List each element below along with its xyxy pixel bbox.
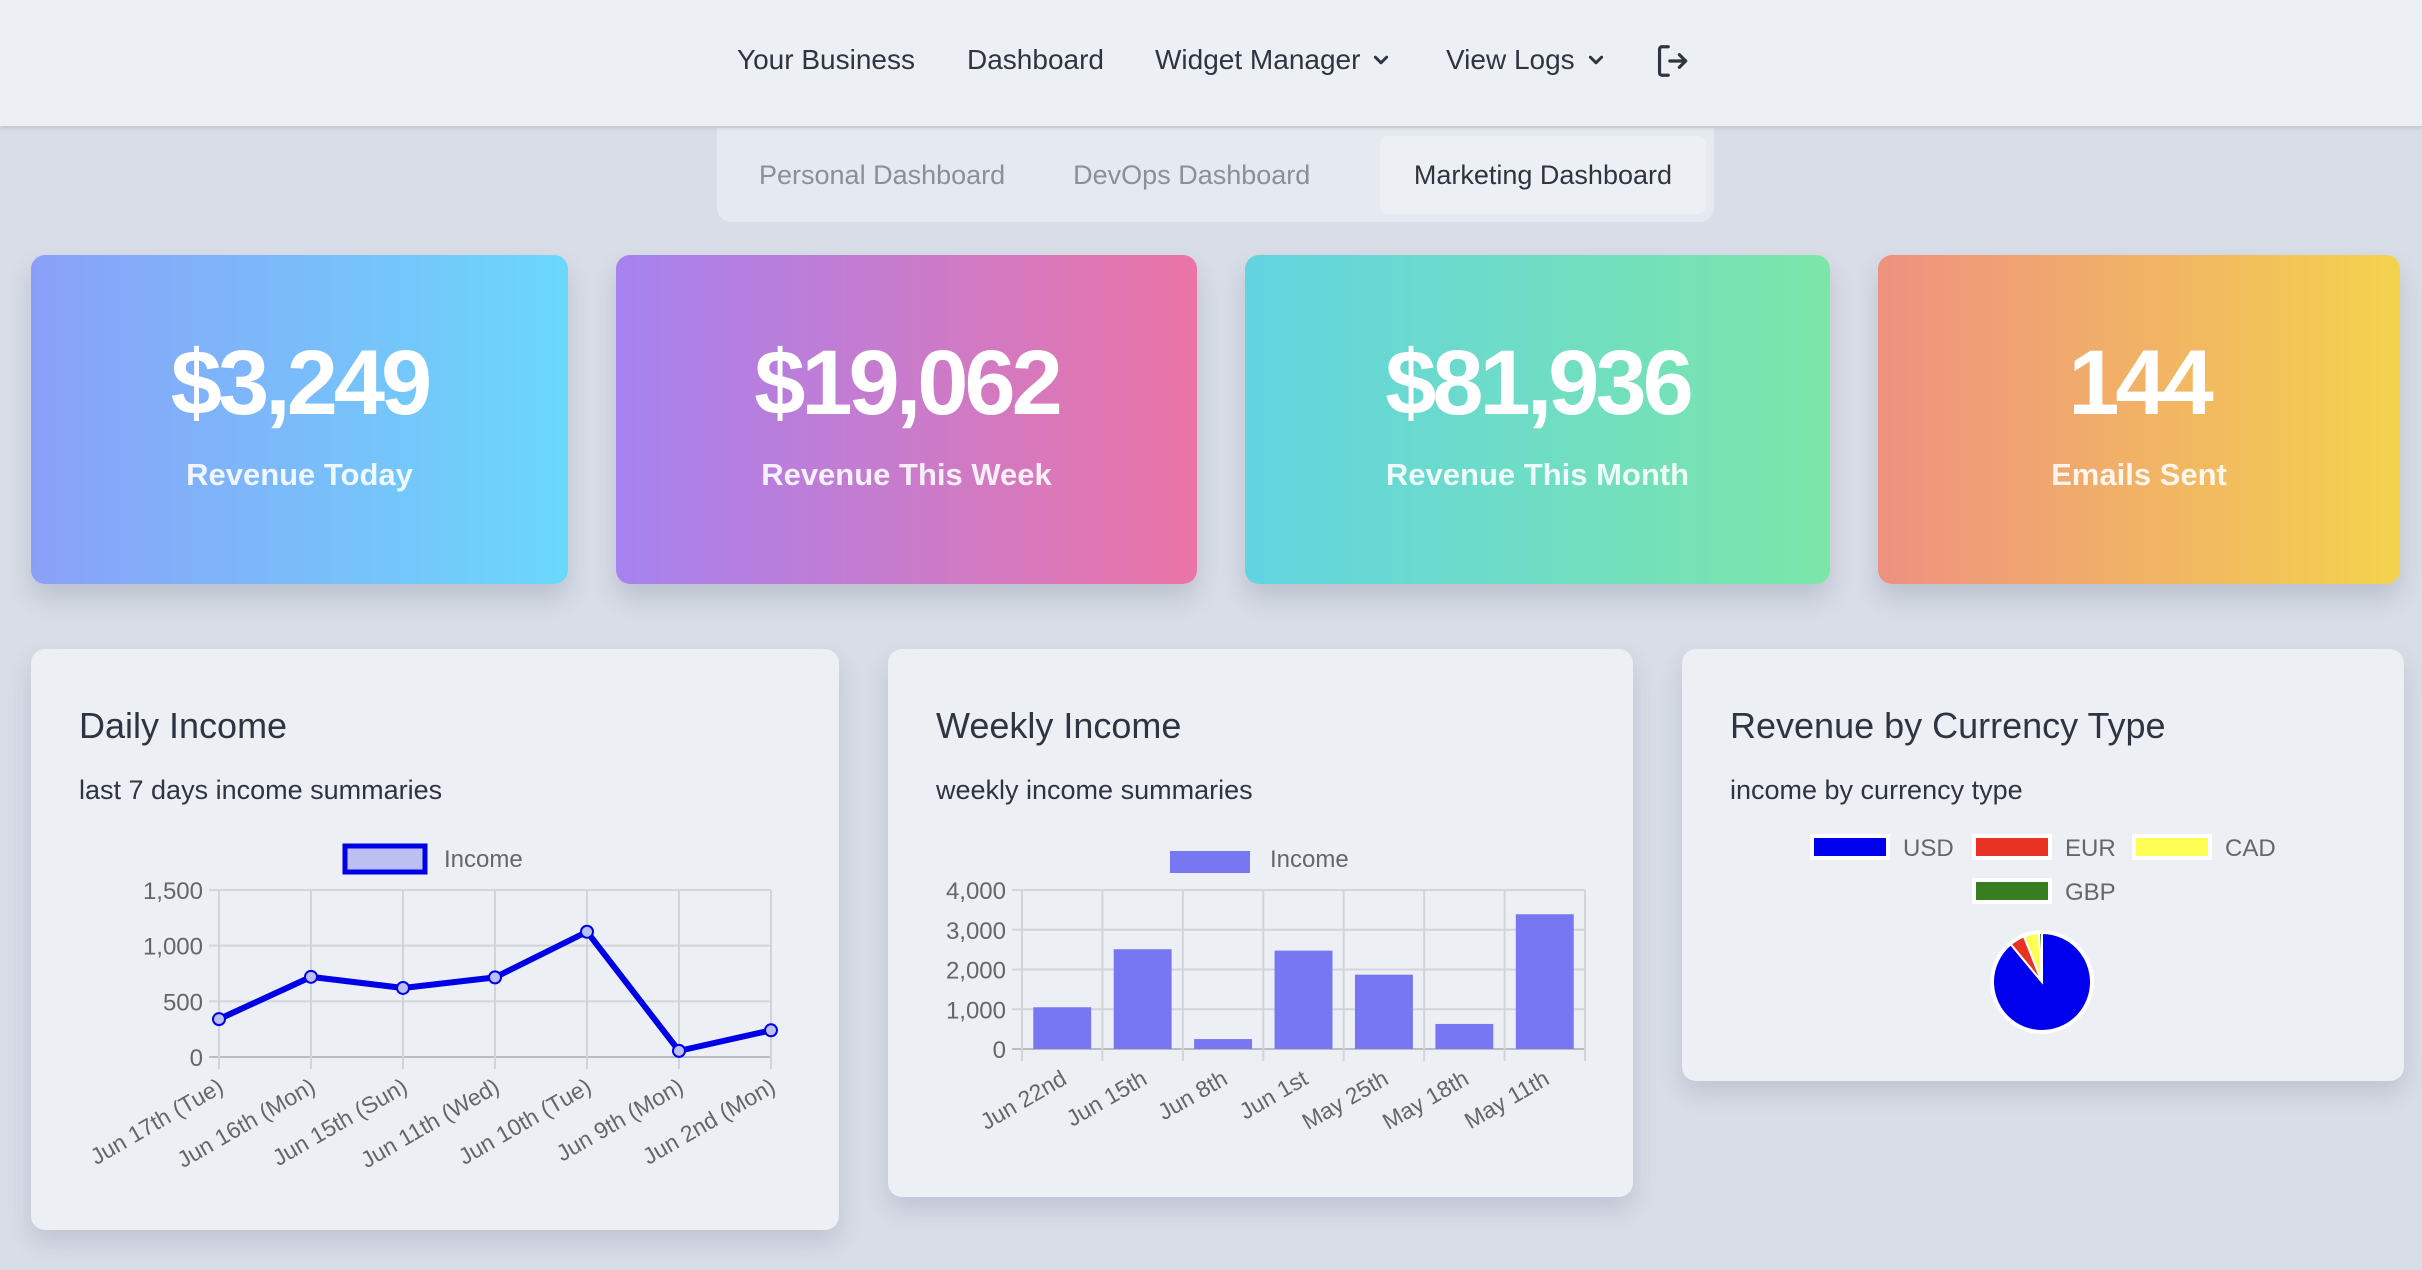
card-title: Revenue by Currency Type [1730, 705, 2166, 746]
svg-text:CAD: CAD [2225, 835, 2276, 862]
svg-text:2,000: 2,000 [946, 958, 1006, 985]
nav-view-logs-label: View Logs [1446, 44, 1575, 75]
nav-widget-manager-label: Widget Manager [1155, 44, 1361, 75]
card-subtitle: income by currency type [1730, 775, 2023, 805]
svg-text:EUR: EUR [2065, 835, 2116, 862]
stat-label: Revenue Today [186, 457, 413, 492]
card-title: Daily Income [79, 705, 288, 746]
svg-text:Jun 22nd: Jun 22nd [976, 1065, 1071, 1135]
nav-widget-manager[interactable]: Widget Manager [1155, 44, 1390, 76]
svg-text:0: 0 [190, 1045, 203, 1072]
stat-card-revenue-today: $3,249 Revenue Today [31, 255, 568, 584]
nav-your-business-label: Your Business [737, 44, 915, 75]
chevron-down-icon [1588, 55, 1603, 65]
bar[interactable] [1033, 1007, 1092, 1049]
svg-text:Income: Income [1270, 846, 1349, 873]
dashboard-tabs: Personal Dashboard DevOps Dashboard Mark… [717, 128, 1714, 222]
stat-label: Revenue This Week [761, 457, 1052, 492]
logout-icon[interactable] [1654, 42, 1692, 80]
nav-your-business[interactable]: Your Business [737, 44, 915, 76]
svg-text:1,500: 1,500 [143, 878, 203, 905]
svg-text:0: 0 [993, 1037, 1006, 1064]
legend-eur[interactable]: EUR [1972, 834, 2116, 862]
svg-text:May 11th: May 11th [1460, 1065, 1553, 1134]
bar[interactable] [1354, 974, 1413, 1049]
card-subtitle: last 7 days income summaries [79, 775, 443, 805]
chevron-down-icon [1374, 55, 1389, 65]
bar[interactable] [1435, 1023, 1494, 1049]
stat-value: 144 [2068, 332, 2214, 434]
svg-text:3,000: 3,000 [946, 918, 1006, 945]
bar[interactable] [1113, 949, 1172, 1049]
svg-text:Jun 8th: Jun 8th [1153, 1065, 1231, 1125]
top-navbar: Your Business Dashboard Widget Manager V… [0, 0, 2422, 126]
nav-dashboard[interactable]: Dashboard [967, 44, 1104, 76]
legend-income[interactable]: Income [1170, 846, 1349, 873]
svg-text:May 18th: May 18th [1378, 1065, 1473, 1135]
legend-usd[interactable]: USD [1810, 834, 1954, 862]
nav-dashboard-label: Dashboard [967, 44, 1104, 75]
stat-value: $19,062 [754, 332, 1063, 434]
stat-value: $3,249 [170, 332, 432, 434]
svg-text:1,000: 1,000 [946, 997, 1006, 1024]
tab-marketing-dashboard[interactable]: Marketing Dashboard [1379, 136, 1706, 214]
bar[interactable] [1274, 950, 1333, 1049]
bar[interactable] [1515, 914, 1574, 1049]
stat-card-revenue-month: $81,936 Revenue This Month [1245, 255, 1830, 584]
svg-text:USD: USD [1903, 835, 1954, 862]
currency-revenue-card: Revenue by Currency Type income by curre… [1682, 649, 2404, 1081]
stat-label: Revenue This Month [1385, 457, 1690, 492]
svg-text:1,000: 1,000 [143, 934, 203, 961]
stat-card-revenue-week: $19,062 Revenue This Week [616, 255, 1197, 584]
stat-label: Emails Sent [2051, 457, 2227, 492]
stat-value: $81,936 [1385, 332, 1694, 434]
legend-gbp[interactable]: GBP [1972, 878, 2116, 906]
bar[interactable] [1194, 1039, 1253, 1049]
weekly-income-card: Weekly Income weekly income summaries In… [888, 649, 1633, 1197]
legend-income[interactable]: Income [342, 843, 523, 875]
currency-pie-chart[interactable]: USD EUR CAD GBP [1682, 649, 2404, 1081]
svg-text:4,000: 4,000 [946, 878, 1006, 905]
tab-personal-dashboard[interactable]: Personal Dashboard [759, 159, 1006, 190]
nav-view-logs[interactable]: View Logs [1446, 44, 1605, 76]
legend-cad[interactable]: CAD [2132, 834, 2276, 862]
svg-text:GBP: GBP [2065, 879, 2116, 906]
svg-text:Income: Income [444, 846, 523, 873]
card-title: Weekly Income [936, 705, 1182, 746]
svg-text:500: 500 [163, 989, 203, 1016]
svg-text:May 25th: May 25th [1297, 1065, 1392, 1135]
tab-devops-dashboard[interactable]: DevOps Dashboard [1073, 159, 1311, 190]
card-subtitle: weekly income summaries [936, 775, 1253, 805]
svg-text:Jun 15th: Jun 15th [1062, 1065, 1151, 1132]
daily-income-card: Daily Income last 7 days income summarie… [31, 649, 839, 1230]
pie-slice-gbp[interactable] [2037, 931, 2043, 983]
stat-card-emails-sent: 144 Emails Sent [1878, 255, 2400, 584]
